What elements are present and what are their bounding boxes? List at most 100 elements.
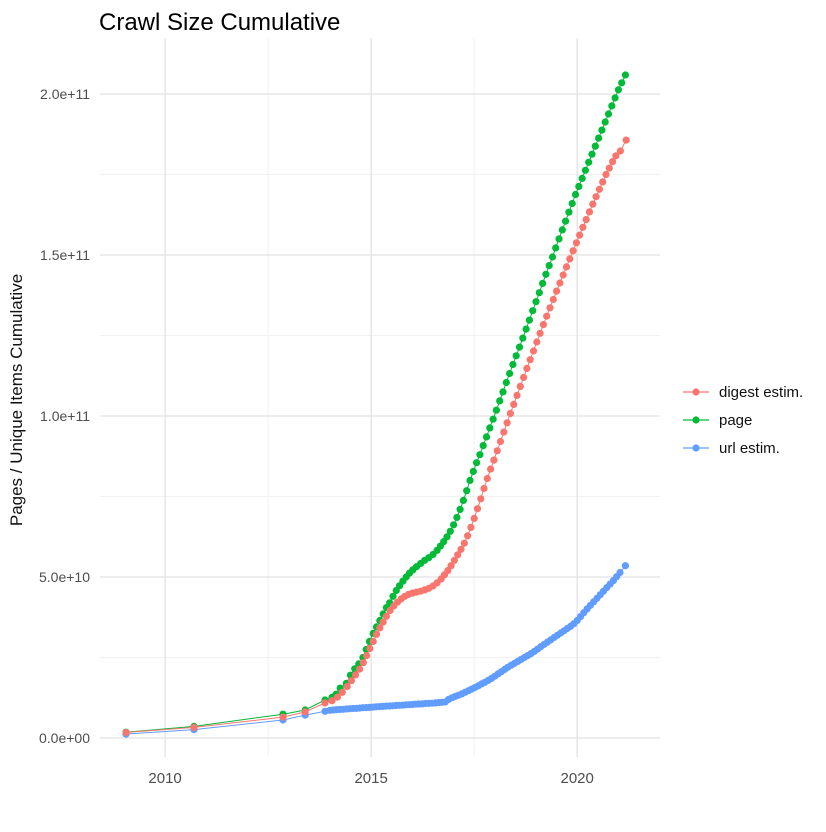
data-point (543, 312, 551, 320)
data-point (453, 513, 461, 522)
data-point (555, 235, 563, 243)
data-point (492, 406, 500, 414)
data-point (536, 329, 544, 337)
data-point (379, 618, 387, 626)
data-point (552, 244, 560, 252)
data-point (601, 118, 609, 126)
data-point (581, 166, 590, 174)
data-point (598, 126, 606, 134)
x-tick-label: 2015 (354, 770, 387, 787)
data-point (450, 521, 458, 529)
data-point (487, 465, 495, 473)
data-point (459, 496, 467, 504)
data-point (363, 652, 371, 660)
chart-title: Crawl Size Cumulative (99, 9, 340, 36)
legend-label: page (719, 412, 752, 429)
data-point (509, 360, 517, 369)
series-layer (122, 71, 630, 738)
series-url-estim- (122, 562, 630, 738)
data-point (479, 442, 487, 450)
data-point (338, 688, 346, 696)
data-point (464, 532, 472, 540)
data-point (496, 437, 505, 446)
legend-item: digest estim. (683, 384, 803, 401)
data-point (602, 170, 610, 179)
data-point (446, 527, 454, 535)
data-point (605, 164, 613, 172)
data-point (618, 79, 626, 87)
data-point (279, 713, 287, 721)
data-point (351, 671, 360, 679)
data-point (469, 467, 477, 475)
data-point (562, 217, 570, 225)
data-point (376, 624, 384, 632)
legend: digest estim. page url estim. (683, 384, 803, 457)
data-point (539, 279, 547, 287)
data-point (359, 659, 367, 667)
data-point (450, 556, 458, 564)
data-point (525, 316, 534, 324)
data-point (548, 253, 557, 261)
data-point (616, 147, 625, 155)
legend-label: digest estim. (719, 384, 803, 401)
data-point (611, 94, 619, 102)
data-point (473, 505, 482, 513)
data-point (599, 178, 607, 186)
data-point (443, 533, 451, 541)
data-point (321, 699, 329, 707)
data-point (486, 424, 494, 432)
legend-key-dot (692, 388, 700, 396)
data-point (592, 193, 600, 201)
data-point (503, 419, 511, 427)
axis-tick-labels: 0.0e+00 5.0e+10 1.0e+11 1.5e+11 2.0e+11 2010 2… (39, 86, 594, 787)
data-point (369, 637, 377, 646)
data-point (595, 185, 604, 193)
y-tick-label: 1.5e+11 (40, 247, 90, 263)
data-point (510, 400, 518, 408)
data-point (502, 378, 510, 387)
data-point (382, 612, 390, 620)
data-point (389, 592, 397, 600)
data-point (526, 356, 534, 364)
data-point (447, 562, 455, 570)
data-point (483, 474, 491, 483)
data-point (585, 158, 593, 166)
data-point (545, 262, 553, 270)
data-point (585, 208, 594, 216)
data-point (477, 495, 485, 503)
data-point (622, 136, 630, 144)
data-point (595, 134, 603, 142)
data-point (454, 551, 462, 559)
data-point (614, 86, 623, 94)
x-tick-label: 2020 (560, 770, 593, 787)
data-point (621, 71, 630, 79)
data-point (460, 539, 468, 547)
data-point (493, 447, 501, 455)
data-point (566, 255, 574, 263)
data-point (558, 226, 566, 234)
data-point (522, 325, 530, 333)
data-point (480, 484, 488, 493)
data-point (529, 307, 537, 315)
data-point (535, 289, 543, 297)
legend-item: url estim. (683, 440, 780, 457)
data-point (608, 102, 616, 110)
legend-key-dot (692, 416, 700, 424)
data-point (523, 364, 531, 372)
data-point (122, 728, 130, 737)
data-point (328, 697, 336, 705)
data-point (616, 568, 624, 577)
data-point (366, 644, 374, 653)
data-point (519, 334, 527, 342)
data-point (463, 487, 471, 495)
data-point (588, 150, 596, 158)
data-point (500, 428, 508, 436)
data-point (457, 545, 465, 553)
data-point (546, 304, 554, 312)
legend-key-dot (692, 444, 700, 452)
data-point (578, 174, 586, 182)
data-point (572, 239, 581, 247)
data-point (553, 287, 561, 295)
